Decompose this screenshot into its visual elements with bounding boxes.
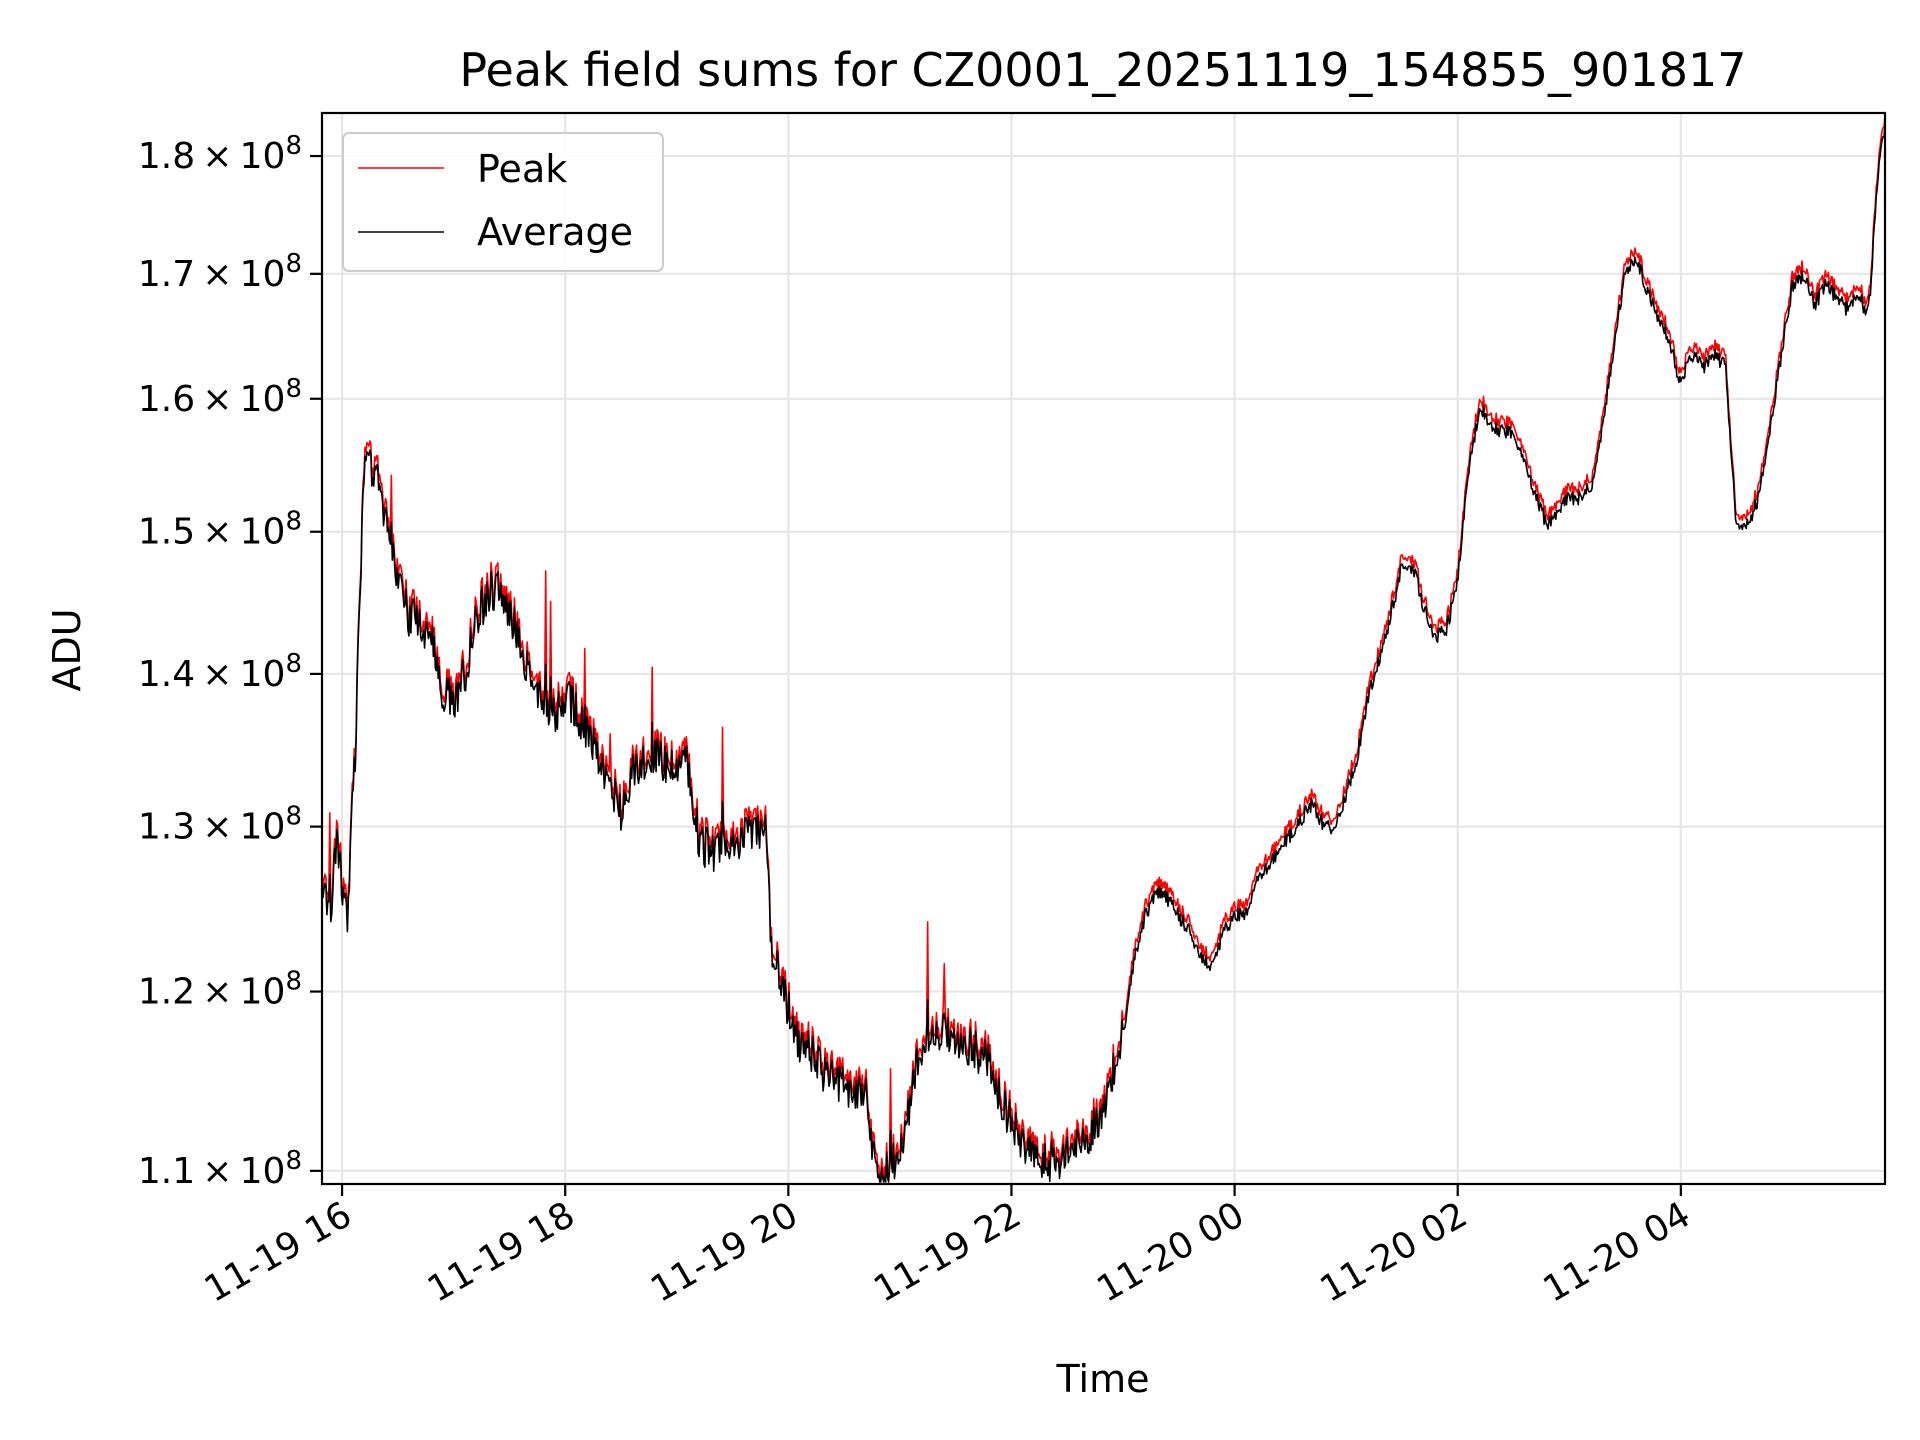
y-tick-label: 1.8 × 108 xyxy=(138,131,302,177)
x-axis-label: Time xyxy=(1056,1357,1150,1401)
y-tick-label: 1.3 × 108 xyxy=(138,802,302,848)
plot-area xyxy=(321,115,1886,1183)
series-line-average xyxy=(321,124,1886,1183)
y-tick-label: 1.6 × 108 xyxy=(138,374,302,420)
grid xyxy=(322,113,1885,1184)
y-tick-label: 1.4 × 108 xyxy=(138,649,302,695)
y-tick-label: 1.1 × 108 xyxy=(138,1146,302,1192)
legend-label-peak: Peak xyxy=(477,147,567,191)
y-tick-label: 1.5 × 108 xyxy=(138,507,302,553)
y-axis-label: ADU xyxy=(45,608,89,691)
legend-label-average: Average xyxy=(477,210,633,254)
legend: Peak Average xyxy=(342,132,664,272)
y-tick-label: 1.7 × 108 xyxy=(138,249,302,295)
plot-frame xyxy=(320,111,1887,1186)
chart-title: Peak field sums for CZ0001_20251119_1548… xyxy=(459,43,1746,97)
y-tick-label: 1.2 × 108 xyxy=(138,967,302,1013)
